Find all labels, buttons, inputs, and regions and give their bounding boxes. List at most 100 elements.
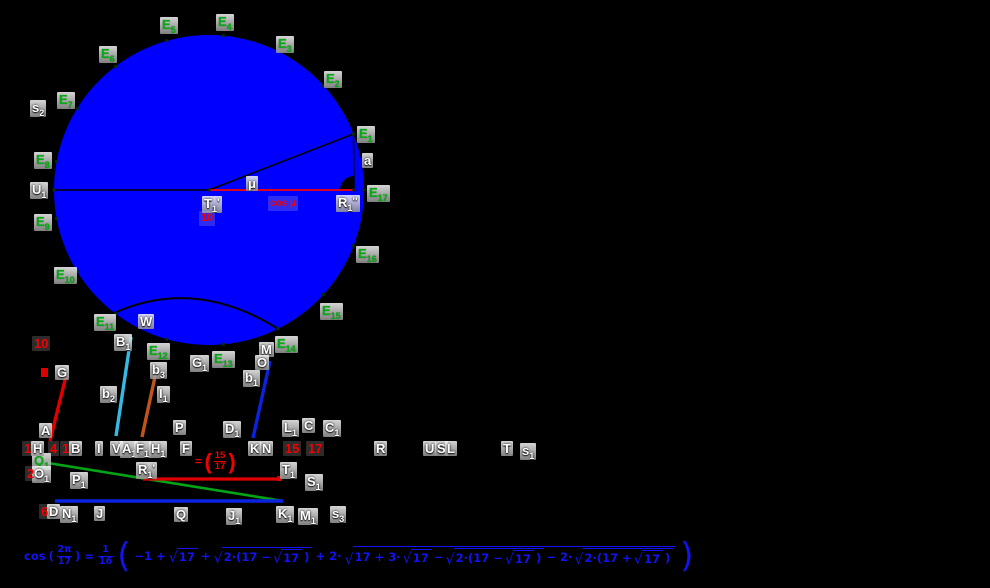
label-O1[interactable]: O1 <box>32 466 52 484</box>
label-G[interactable]: G <box>55 365 70 380</box>
green-line-Q1-K1[interactable] <box>47 461 284 503</box>
vertex-dot[interactable] <box>75 270 79 273</box>
label-small-s3[interactable]: s3 <box>330 506 347 524</box>
vertex-dot[interactable] <box>207 188 211 192</box>
label-R[interactable]: R <box>374 441 388 456</box>
label-D[interactable]: D <box>47 504 61 519</box>
label-E9[interactable]: E9 <box>34 214 52 232</box>
red-number-10-center[interactable]: 10 <box>199 211 216 226</box>
cos-2pi-17-formula[interactable]: cos ( 2π 17 ) = 1 16 ( −1 + √ 17 + √ 2·(… <box>24 536 694 576</box>
red-number-6[interactable]: 6 <box>39 504 51 519</box>
label-U[interactable]: U <box>423 441 437 456</box>
red-number-1b[interactable]: 1 <box>60 441 72 456</box>
label-H1[interactable]: H1 <box>149 441 168 459</box>
segment-E14-M[interactable] <box>289 325 310 357</box>
vertex-dot[interactable] <box>114 312 117 316</box>
label-E14[interactable]: E14 <box>275 336 298 354</box>
label-U1[interactable]: U1 <box>30 182 49 200</box>
label-mu[interactable]: μ <box>246 176 258 191</box>
label-R1-doubleprime[interactable]: R1'' <box>336 195 360 213</box>
label-E1[interactable]: E1 <box>357 126 375 144</box>
red-number-2[interactable]: 2 <box>25 466 37 481</box>
vertex-dot[interactable] <box>276 327 280 331</box>
red-cos-mu-text[interactable]: cos μ <box>268 196 299 211</box>
label-J[interactable]: J <box>94 506 106 521</box>
label-E15[interactable]: E15 <box>320 303 343 321</box>
vertex-dot[interactable] <box>114 64 117 68</box>
label-W[interactable]: W <box>138 314 155 329</box>
label-E10[interactable]: E10 <box>54 267 77 285</box>
vertex-dot[interactable] <box>55 217 59 220</box>
label-E17[interactable]: E17 <box>367 185 390 203</box>
label-F[interactable]: F <box>180 441 192 456</box>
vertex-dot[interactable] <box>221 34 225 38</box>
label-B[interactable]: B <box>69 441 83 456</box>
label-J1[interactable]: J1 <box>226 508 243 526</box>
label-H[interactable]: H <box>31 441 45 456</box>
label-T1[interactable]: T1 <box>280 462 297 480</box>
label-S[interactable]: S <box>435 441 448 456</box>
label-I1[interactable]: I1 <box>157 386 170 404</box>
label-E13[interactable]: E13 <box>212 351 235 369</box>
label-E16[interactable]: E16 <box>356 246 379 264</box>
blue-line-O-K[interactable] <box>251 360 272 439</box>
vertex-dot[interactable] <box>55 160 59 163</box>
vertex-dot[interactable] <box>322 84 326 88</box>
label-R1-prime[interactable]: R1' <box>136 462 158 480</box>
orange-line-b3-H1[interactable] <box>140 371 158 438</box>
vertex-dot[interactable] <box>322 292 326 296</box>
label-small-a[interactable]: a <box>362 153 374 168</box>
label-small-b1[interactable]: b1 <box>243 370 260 388</box>
label-S1[interactable]: S1 <box>305 474 323 492</box>
label-M[interactable]: M <box>259 342 274 357</box>
label-F1[interactable]: F1 <box>134 441 151 459</box>
label-I[interactable]: I <box>95 441 103 456</box>
label-E4[interactable]: E4 <box>216 14 234 32</box>
label-small-b2[interactable]: b2 <box>100 386 117 404</box>
red-number-17[interactable]: 17 <box>306 441 325 456</box>
red-number-10-left[interactable]: 10 <box>32 336 51 351</box>
label-Q[interactable]: Q <box>174 507 189 522</box>
label-small-s2[interactable]: s2 <box>30 100 47 118</box>
label-L1[interactable]: L1 <box>282 420 299 438</box>
label-T1-prime[interactable]: T1' <box>202 196 222 214</box>
label-M1[interactable]: M1 <box>298 508 318 526</box>
label-E7[interactable]: E7 <box>57 92 75 110</box>
red-number-1a[interactable]: 1 <box>22 441 34 456</box>
label-G1[interactable]: G1 <box>190 355 210 373</box>
label-E2[interactable]: E2 <box>324 71 342 89</box>
label-T[interactable]: T <box>501 441 513 456</box>
cyan-line-B1-V[interactable] <box>114 336 133 437</box>
label-E12[interactable]: E12 <box>147 343 170 361</box>
red-ratio-note[interactable]: = ( 15 17 ) <box>195 448 236 474</box>
label-A[interactable]: A <box>39 423 53 438</box>
red-number-4[interactable]: 4 <box>48 441 60 456</box>
label-C1[interactable]: C1 <box>323 420 342 438</box>
label-C[interactable]: C <box>302 418 316 433</box>
red-number-15[interactable]: 15 <box>283 441 302 456</box>
vertex-dot[interactable] <box>221 342 225 346</box>
label-L[interactable]: L <box>445 441 457 456</box>
label-N[interactable]: N <box>260 441 274 456</box>
label-O[interactable]: O <box>255 355 270 370</box>
vertex-dot[interactable] <box>352 132 355 136</box>
vertex-dot[interactable] <box>362 188 366 192</box>
label-E3[interactable]: E3 <box>276 36 294 54</box>
vertex-dot[interactable] <box>165 337 169 341</box>
red-line-G-A[interactable] <box>48 375 68 442</box>
label-N1[interactable]: N1 <box>60 506 79 524</box>
vertex-dot[interactable] <box>52 188 56 192</box>
vertex-dot[interactable] <box>352 244 355 248</box>
label-V[interactable]: V <box>110 441 123 456</box>
label-K1[interactable]: K1 <box>276 506 295 524</box>
label-E5[interactable]: E5 <box>160 17 178 35</box>
label-E11[interactable]: E11 <box>94 314 117 332</box>
label-E6[interactable]: E6 <box>99 46 117 64</box>
vertex-dot[interactable] <box>165 39 169 43</box>
label-D1[interactable]: D1 <box>223 421 242 439</box>
label-A1[interactable]: A1 <box>120 441 139 459</box>
label-P1[interactable]: P1 <box>70 472 88 490</box>
label-small-b3[interactable]: b3 <box>150 362 167 380</box>
segment-a-E1-R1[interactable] <box>352 133 355 191</box>
vertex-dot[interactable] <box>75 107 79 110</box>
